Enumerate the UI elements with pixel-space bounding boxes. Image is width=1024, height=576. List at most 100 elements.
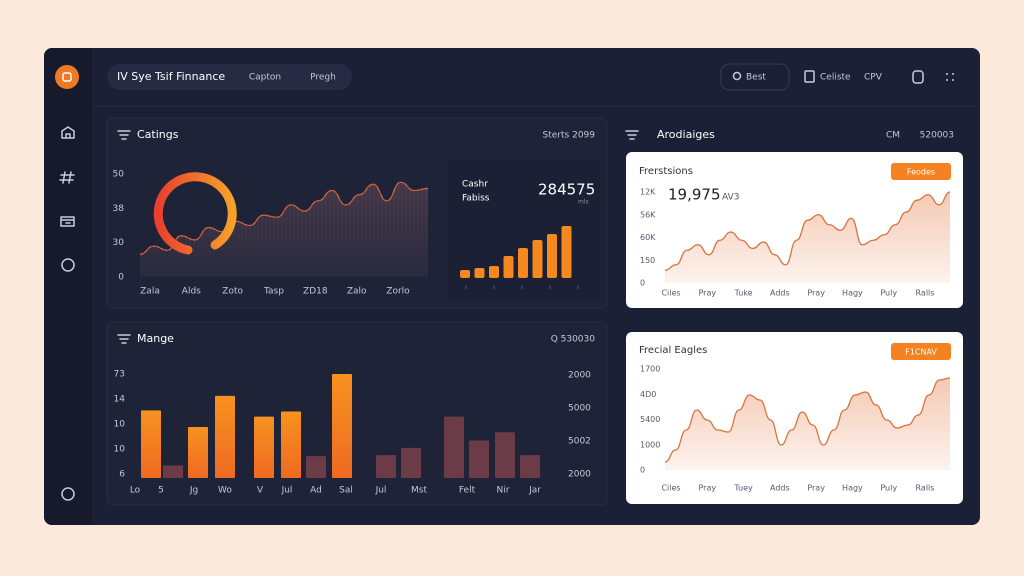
y-tick-label: 38 [113,204,125,214]
bar [444,416,464,478]
x-tick-label: Tuey [733,484,753,493]
line [664,191,951,271]
y-tick-label: 0 [640,466,645,475]
title-pill [107,64,352,90]
bar [215,395,235,478]
x-tick-label: Ralls [916,289,935,298]
card-button-label[interactable]: Feodes [907,168,935,177]
x-tick-label: Wo [218,486,232,496]
y-tick-label: 5000 [568,404,591,414]
x-tick-label: Adds [770,484,790,493]
kpi-value: 284575 [538,181,595,199]
bar [520,455,540,478]
bar [376,455,396,478]
x-tick-label: Zalo [347,287,367,297]
x-tick-label: Zoto [222,287,243,297]
x-tick-label: V [257,486,264,496]
x-tick-label: Puly [880,484,897,493]
bar [469,440,489,478]
bar [532,240,543,278]
logo-glyph [62,72,72,82]
bar [306,456,326,478]
bar [460,270,470,278]
x-tick-label: Tasp [263,287,284,297]
card-title: Frecial Eagles [639,345,707,356]
card-title: Frerstsions [639,166,693,177]
bar [474,268,485,278]
filter-icon [117,334,131,344]
search-text: Best [746,73,766,83]
y-tick-label: 12K [640,188,656,197]
bar [188,427,208,478]
y-tick-label: 50 [113,170,125,180]
x-tick-label: Nir [497,486,510,496]
tab[interactable]: Capton [249,73,281,83]
bar [141,410,161,478]
y-tick-label: 56K [640,210,656,219]
search-icon [732,71,742,81]
card-button[interactable] [891,343,951,360]
nav-hash[interactable] [59,171,75,184]
panel-meta: 520003 [920,131,954,141]
bar [561,226,572,278]
x-tick-label: Mst [411,486,427,496]
tab[interactable]: Pregh [310,73,336,83]
logo[interactable] [55,65,79,89]
card-unit: AV3 [722,193,739,203]
x-tick-label: Pray [698,484,716,493]
x-tick-label: 5 [158,486,164,496]
y-tick-label: 1700 [640,365,660,374]
panel-meta: CM [886,131,900,141]
y-tick-label: 2000 [568,470,591,480]
area-fill [665,192,950,283]
panel-meta: Q 530030 [551,335,596,345]
bar [332,374,352,478]
kpi-label: Cashr [462,180,488,190]
x-tick-label: ZD18 [303,287,328,297]
panel-title: Mange [137,332,174,345]
x-tick-label: Hagy [842,289,863,298]
x-tick-label: Pray [807,289,825,298]
nav-home[interactable] [61,126,75,139]
y-tick-label: 10 [114,420,126,430]
x-tick-label: Zala [140,287,160,297]
x-tick-label: Jar [528,486,541,496]
bell-icon[interactable] [912,70,924,84]
panel-title: Arodiaiges [657,128,715,141]
bar [495,432,515,478]
x-tick-label: Puly [880,289,897,298]
search-box[interactable] [720,63,790,91]
nav-icons[interactable] [59,126,75,501]
menu-icon[interactable] [946,73,954,81]
card-button-label[interactable]: F1CNAV [905,348,937,357]
y-tick-label: 0 [118,273,124,283]
y-tick-label: 5400 [640,415,660,424]
y-tick-label: 73 [114,370,125,380]
x-tick-label: Jg [189,486,198,496]
bar [547,234,557,278]
x-tick-label: Jul [375,486,387,496]
y-tick-label: 14 [114,395,126,405]
area-fill [665,378,950,470]
bar [489,266,499,278]
kpi-unit: mls [578,199,589,206]
bar [163,465,183,478]
donut-ring [153,172,237,255]
nav-help[interactable] [61,487,75,501]
y-tick-label: 6 [119,470,125,480]
x-tick-label: Jul [281,486,293,496]
bar [518,248,528,278]
panel-title: Catings [137,128,179,141]
card-button[interactable] [891,163,951,180]
y-tick-label: 150 [640,256,655,265]
doc-icon [804,70,815,83]
header-link[interactable]: CPV [864,73,883,83]
nav-globe[interactable] [61,258,75,272]
x-tick-label: Zorlo [386,287,410,297]
y-tick-label: 0 [640,279,645,288]
nav-wallet[interactable] [60,216,75,227]
header-link[interactable]: Celiste [820,73,851,83]
x-tick-label: Pray [698,289,716,298]
y-tick-label: 4D0 [640,390,656,399]
